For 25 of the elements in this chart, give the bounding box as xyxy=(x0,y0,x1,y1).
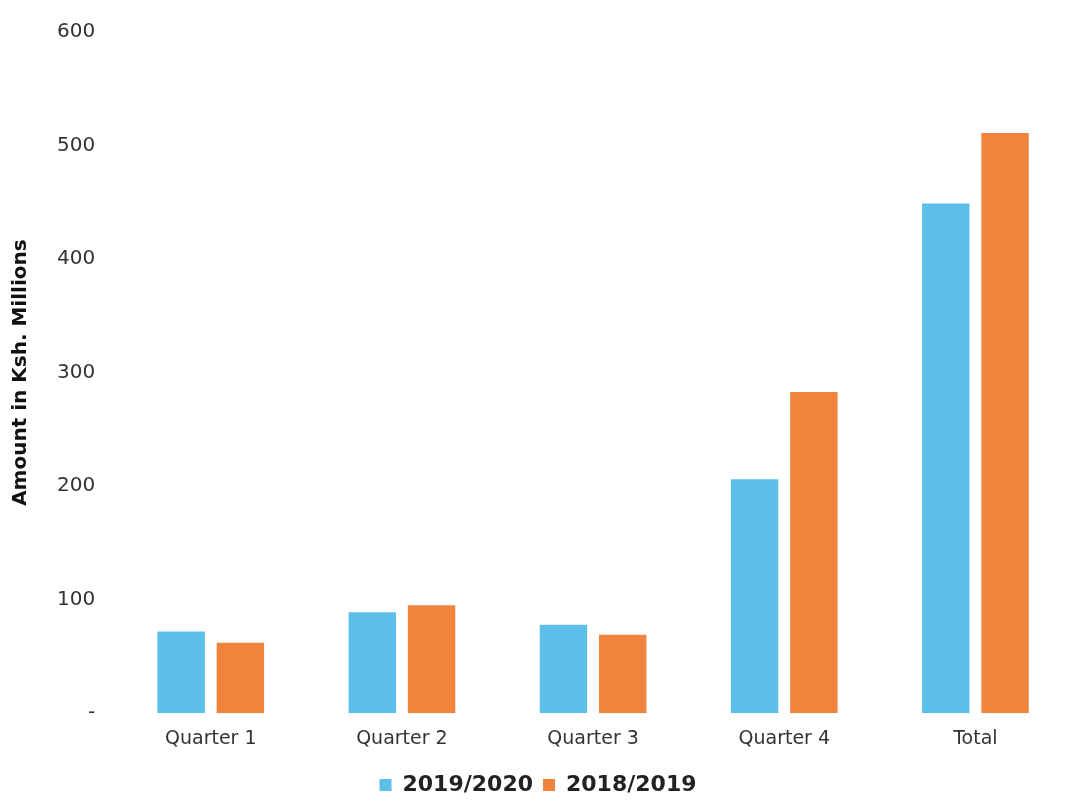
y-tick-label: 400 xyxy=(56,245,96,270)
x-tick-label: Quarter 2 xyxy=(356,725,448,748)
bar xyxy=(539,624,588,714)
y-tick-label: 600 xyxy=(56,18,96,43)
bar xyxy=(730,479,779,714)
y-tick-label: - xyxy=(87,699,96,724)
y-tick-label: 500 xyxy=(56,131,96,156)
y-tick-label: 100 xyxy=(56,585,96,610)
bar xyxy=(922,203,970,714)
bar xyxy=(216,642,265,714)
bar xyxy=(981,133,1029,714)
x-tick-label: Total xyxy=(952,725,998,748)
bar xyxy=(407,605,456,714)
y-axis-title: Amount in Ksh. Millions xyxy=(7,239,32,506)
x-tick-label: Quarter 1 xyxy=(164,725,257,748)
legend-label: 2018/2019 xyxy=(566,770,697,796)
x-tick-label: Quarter 3 xyxy=(547,725,639,748)
y-tick-label: 300 xyxy=(56,358,96,383)
bar xyxy=(157,631,205,714)
legend-label: 2019/2020 xyxy=(402,770,533,796)
bar xyxy=(348,612,396,714)
x-tick-label: Quarter 4 xyxy=(738,725,831,748)
bar xyxy=(790,391,838,714)
bar xyxy=(599,634,647,714)
y-tick-label: 200 xyxy=(56,472,96,497)
